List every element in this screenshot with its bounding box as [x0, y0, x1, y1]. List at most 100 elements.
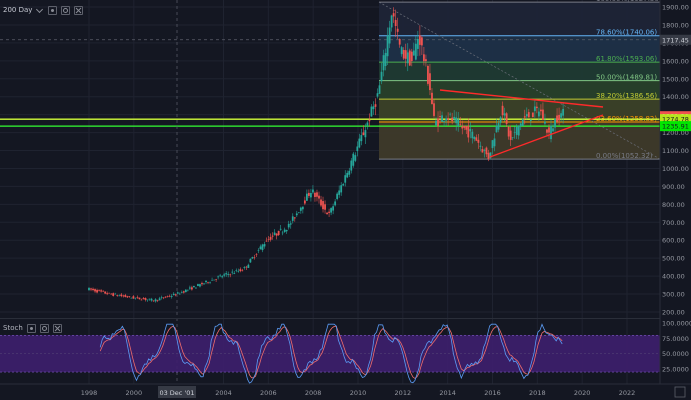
candle-body: [416, 39, 419, 49]
eye-icon[interactable]: [48, 5, 58, 15]
time-tick-label: 2004: [215, 389, 232, 397]
stoch-tick-label: 100.0000: [662, 320, 691, 328]
candle-body: [558, 114, 560, 121]
candle-body: [283, 229, 286, 232]
candle-body: [245, 266, 248, 268]
candle-body: [269, 237, 272, 240]
candle-body: [467, 125, 470, 138]
price-tick-label: 900.00: [662, 183, 685, 191]
stoch-tick-label: 75.0000: [662, 335, 689, 343]
candle-body: [519, 123, 522, 127]
candle-body: [408, 50, 411, 66]
interval-label[interactable]: 200 Day: [3, 6, 33, 14]
candle-body: [533, 106, 536, 112]
candle-body: [263, 244, 266, 247]
crosshair-date-bg: [158, 386, 196, 398]
candle-body: [461, 126, 464, 129]
candle-body: [112, 293, 115, 296]
candle-body: [154, 299, 157, 302]
fib-level-label: 78.60%(1740.06): [596, 29, 657, 37]
price-tick-label: 300.00: [662, 291, 685, 299]
stoch-toolbar: Stoch: [3, 323, 62, 333]
candle-body: [94, 289, 96, 292]
candle-body: [96, 290, 98, 293]
candle-body: [529, 119, 532, 121]
candle-body: [546, 129, 548, 133]
price-tick-label: 800.00: [662, 201, 685, 209]
candle-body: [414, 43, 417, 60]
candle-body: [332, 206, 335, 211]
price-tag: [660, 121, 691, 132]
gear-icon[interactable]: [39, 323, 49, 333]
gear-icon[interactable]: [61, 5, 71, 15]
stoch-label[interactable]: Stoch: [3, 324, 23, 332]
candle-body: [193, 285, 195, 288]
candle-body: [471, 131, 474, 139]
candle-body: [455, 117, 458, 124]
candle-body: [116, 295, 119, 296]
candle-body: [227, 274, 230, 275]
eye-icon[interactable]: [26, 323, 36, 333]
candle-body: [176, 292, 179, 294]
axis-settings-icon: [674, 386, 686, 398]
grid-lines: [0, 0, 660, 385]
time-tick-label: 2012: [395, 389, 412, 397]
candle-body: [261, 244, 264, 251]
horizontal-levels: [0, 118, 660, 127]
candle-body: [515, 126, 518, 135]
price-tag-label: 1235.91: [662, 123, 689, 131]
candle-body: [170, 295, 173, 297]
candle-body: [124, 295, 127, 297]
candle-body: [221, 276, 224, 278]
candle-body: [457, 119, 460, 127]
candle-body: [429, 73, 431, 91]
candle-body: [207, 282, 209, 283]
chevron-down-icon[interactable]: [36, 5, 44, 13]
candle-body: [362, 132, 365, 136]
candle-body: [150, 298, 153, 301]
candle-body: [402, 49, 405, 59]
fib-level-label: 38.20%(1386.56): [596, 92, 657, 100]
candle-body: [390, 15, 393, 28]
candle-body: [247, 264, 250, 268]
candle-body: [338, 190, 341, 195]
candle-body: [223, 274, 226, 276]
candle-body: [136, 297, 139, 298]
candle-body: [174, 294, 177, 296]
candle-body: [122, 295, 125, 297]
candle-body: [134, 297, 137, 299]
candle-body: [233, 273, 236, 274]
candle-body: [203, 283, 205, 285]
candle-body: [326, 212, 328, 215]
candle-body: [548, 127, 550, 133]
candle-body: [144, 298, 147, 300]
candle-body: [184, 289, 187, 293]
candle-body: [186, 289, 189, 291]
price-tick-label: 600.00: [662, 237, 685, 245]
candle-body: [382, 55, 385, 71]
candle-body: [295, 213, 298, 216]
candle-body: [487, 152, 490, 160]
candle-body: [316, 192, 318, 197]
candle-body: [459, 123, 462, 125]
candle-body: [271, 235, 274, 237]
price-tick-label: 200.00: [662, 309, 685, 317]
candle-body: [205, 280, 207, 283]
candle-body: [535, 106, 538, 109]
candle-body: [483, 149, 486, 151]
candle-body: [364, 130, 367, 138]
close-icon[interactable]: [52, 323, 62, 333]
time-tick-label: 2006: [260, 389, 277, 397]
candle-body: [102, 290, 105, 292]
candle-body: [132, 296, 135, 299]
upper-trendline: [439, 89, 604, 108]
candle-body: [152, 300, 155, 302]
candle-body: [92, 288, 94, 290]
candle-body: [287, 223, 290, 228]
close-icon[interactable]: [74, 5, 84, 15]
candle-body: [293, 217, 296, 219]
time-tick-label: 2010: [350, 389, 367, 397]
candle-body: [378, 85, 381, 94]
